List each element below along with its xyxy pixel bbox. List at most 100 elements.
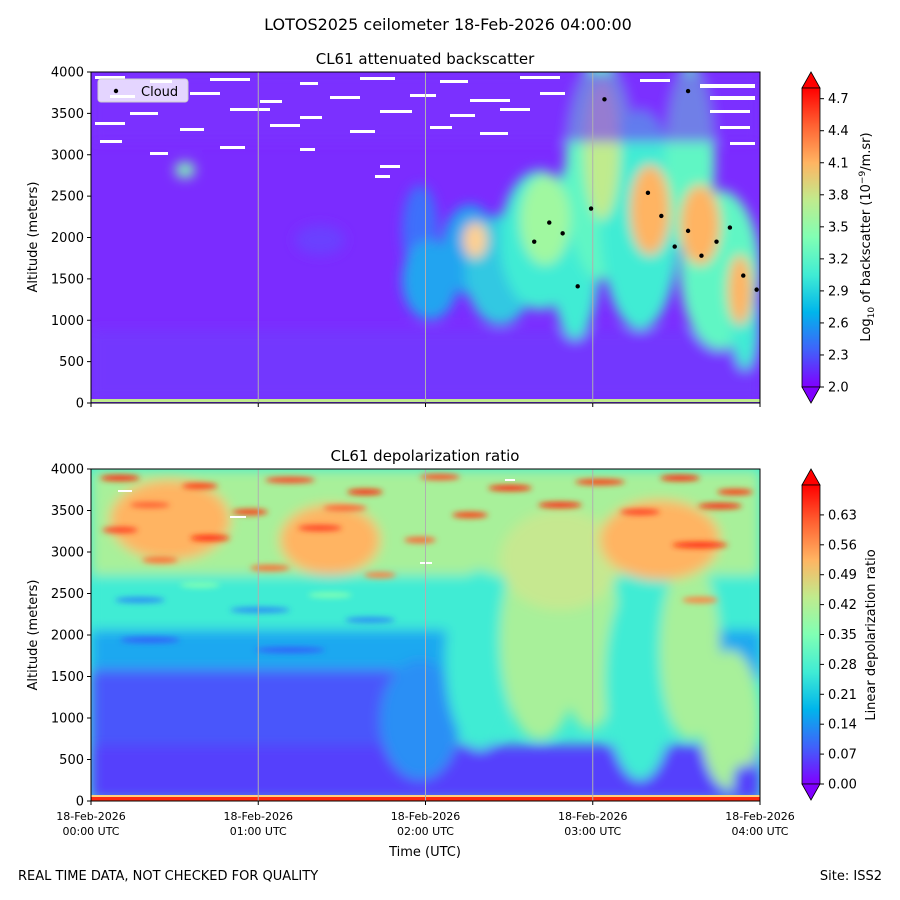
depolarization-x-ticks: 18-Feb-2026 00:00 UTC 18-Feb-2026 01:00 UTC…	[56, 801, 795, 838]
depolarization-plot-area	[91, 469, 760, 801]
depolarization-speckle	[100, 474, 753, 653]
backscatter-plot-area	[91, 72, 760, 403]
backscatter-gridlines	[257, 72, 594, 403]
y-tick-label: 3000	[51, 546, 84, 561]
x-tick-label: 18-Feb-2026	[56, 810, 125, 823]
colorbar-tick-label: 3.8	[828, 188, 849, 203]
y-tick-label: 4000	[51, 66, 84, 81]
x-tick-label: 00:00 UTC	[62, 825, 119, 838]
colorbar-tick-label: 0.00	[828, 778, 857, 793]
y-tick-label: 1000	[51, 314, 84, 329]
depolarization-gridlines	[257, 469, 594, 801]
colorbar-tick-label: 3.5	[828, 220, 849, 235]
colorbar-tick-label: 0.28	[828, 658, 857, 673]
colorbar-tick-label: 3.2	[828, 252, 849, 267]
y-tick-label: 0	[76, 397, 84, 412]
y-tick-label: 2500	[51, 587, 84, 602]
y-tick-label: 1000	[51, 712, 84, 727]
y-tick-label: 500	[59, 355, 84, 370]
y-tick-label: 3500	[51, 107, 84, 122]
colorbar-tick-label: 4.1	[828, 156, 849, 171]
y-tick-label: 4000	[51, 463, 84, 478]
y-tick-label: 1500	[51, 670, 84, 685]
cloud-point	[560, 231, 565, 236]
x-tick-label: 18-Feb-2026	[391, 810, 460, 823]
colorbar-tick-label: 2.3	[828, 348, 849, 363]
colorbar-tick-label: 0.14	[828, 718, 857, 733]
depolarization-colorbar-ticks: 0.00 0.07 0.14 0.21 0.28 0.35 0.42 0.49 0.56 0.63	[820, 508, 857, 793]
colorbar-tick-label: 2.0	[828, 381, 849, 396]
cloud-point	[588, 206, 594, 211]
footer-quality-note: REAL TIME DATA, NOT CHECKED FOR QUALITY	[18, 869, 319, 884]
legend-cloud-label: Cloud	[141, 85, 178, 100]
backscatter-colorbar: 2.0 2.3 2.6 2.9 3.2 3.5 3.8 4.1 4.4 4.7 Log10 of …	[801, 71, 877, 404]
depolarization-colorbar: 0.00 0.07 0.14 0.21 0.28 0.35 0.42 0.49 0.56 0.63…	[801, 468, 879, 801]
cloud-point	[741, 273, 746, 278]
cloud-point	[645, 190, 651, 196]
legend-cloud-marker	[113, 88, 119, 94]
cloud-point	[547, 220, 552, 225]
cloud-point	[727, 225, 733, 230]
backscatter-title: CL61 attenuated backscatter	[316, 50, 535, 68]
x-tick-label: 04:00 UTC	[731, 825, 788, 838]
y-tick-label: 3000	[51, 148, 84, 163]
depolarization-colorbar-extend-min	[801, 783, 821, 801]
colorbar-tick-label: 4.4	[828, 124, 849, 139]
y-tick-label: 2000	[51, 629, 84, 644]
depolarization-y-ticks: 0 500 1000 1500 2000 2500 3000 3500 4000	[51, 463, 91, 810]
colorbar-tick-label: 0.56	[828, 538, 857, 553]
depolarization-title: CL61 depolarization ratio	[331, 447, 520, 465]
cloud-point	[532, 239, 537, 244]
y-tick-label: 2000	[51, 231, 84, 246]
colorbar-tick-label: 0.21	[828, 688, 857, 703]
depolarization-colorbar-extend-max	[801, 468, 821, 486]
y-tick-label: 500	[59, 753, 84, 768]
footer-site: Site: ISS2	[819, 869, 882, 884]
backscatter-colorbar-ticks: 2.0 2.3 2.6 2.9 3.2 3.5 3.8 4.1 4.4 4.7	[820, 92, 849, 396]
x-tick-label: 18-Feb-2026	[725, 810, 794, 823]
colorbar-tick-label: 4.7	[828, 92, 849, 107]
x-tick-label: 03:00 UTC	[564, 825, 621, 838]
backscatter-colorbar-extend-min	[801, 386, 821, 404]
cloud-point	[659, 213, 664, 219]
y-tick-label: 0	[76, 795, 84, 810]
backscatter-colorbar-gradient	[801, 87, 821, 388]
legend-box	[97, 78, 189, 103]
backscatter-ylabel: Altitude (meters)	[26, 182, 41, 293]
backscatter-x-ticks	[90, 403, 761, 407]
x-tick-label: 18-Feb-2026	[558, 810, 627, 823]
cloud-point	[602, 97, 607, 102]
colorbar-tick-label: 2.6	[828, 316, 849, 331]
depolarization-ylabel: Altitude (meters)	[26, 580, 41, 691]
colorbar-tick-label: 0.35	[828, 628, 857, 643]
colorbar-tick-label: 2.9	[828, 284, 849, 299]
depolarization-colorbar-label: Linear depolarization ratio	[864, 549, 879, 720]
depolarization-panel: CL61 depolarization ratio	[26, 447, 879, 860]
colorbar-tick-label: 0.07	[828, 748, 857, 763]
backscatter-panel: CL61 attenuated backscatter	[26, 50, 877, 412]
backscatter-colorbar-extend-max	[801, 71, 821, 89]
depolarization-colorbar-gradient	[801, 484, 821, 785]
cloud-point	[575, 284, 580, 289]
x-tick-label: 01:00 UTC	[230, 825, 287, 838]
figure-suptitle: LOTOS2025 ceilometer 18-Feb-2026 04:00:0…	[264, 15, 632, 34]
cloud-point	[714, 239, 719, 244]
x-tick-label: 02:00 UTC	[397, 825, 454, 838]
cloud-point	[685, 88, 691, 94]
y-tick-label: 2500	[51, 190, 84, 205]
backscatter-colorbar-label: Log10 of backscatter (10−9/m.sr)	[858, 132, 877, 341]
cloud-point	[672, 244, 677, 249]
cloud-point	[685, 228, 691, 234]
backscatter-y-ticks: 0 500 1000 1500 2000 2500 3000 3500 4000	[51, 66, 91, 412]
colorbar-tick-label: 0.63	[828, 508, 857, 523]
depolarization-xlabel: Time (UTC)	[388, 845, 461, 860]
y-tick-label: 1500	[51, 272, 84, 287]
cloud-points	[532, 88, 759, 292]
y-tick-label: 3500	[51, 504, 84, 519]
x-tick-label: 18-Feb-2026	[224, 810, 293, 823]
cloud-point	[699, 253, 704, 258]
backscatter-legend: Cloud	[97, 78, 189, 103]
cloud-point	[754, 287, 759, 292]
colorbar-tick-label: 0.49	[828, 568, 857, 583]
